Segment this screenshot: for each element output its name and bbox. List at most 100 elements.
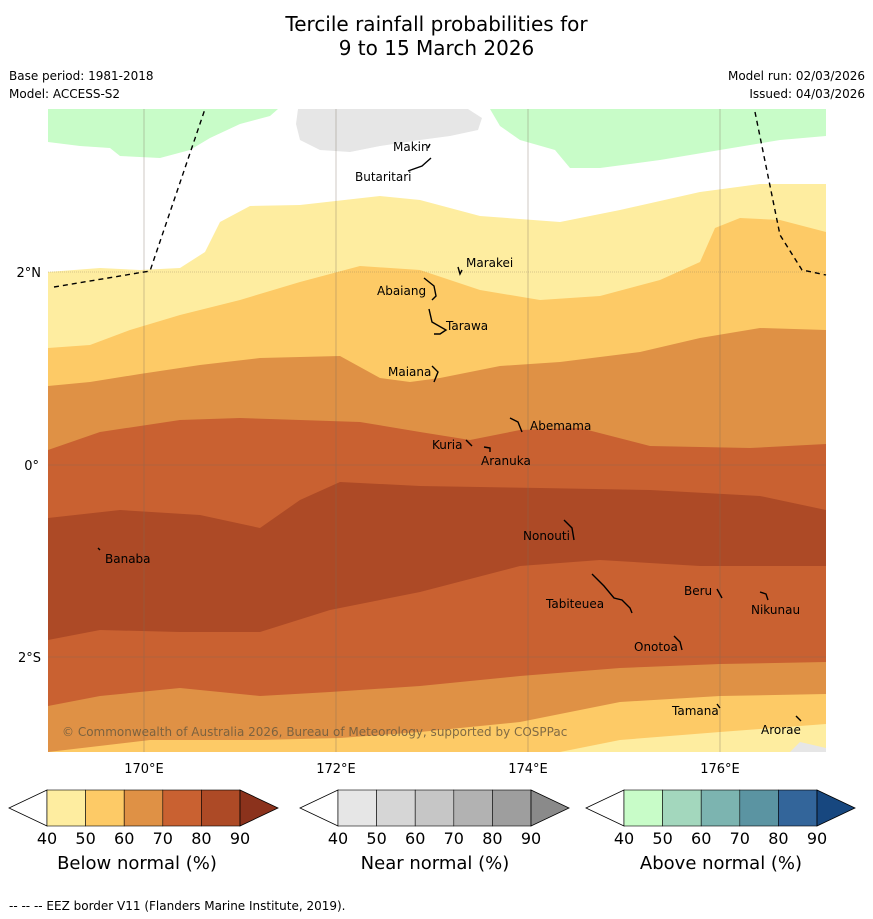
colorbar-near-segment [414, 789, 455, 827]
title-line-1: Tercile rainfall probabilities for [285, 12, 588, 36]
island-marakei [457, 266, 463, 276]
place-labels: Makin Butaritari Marakei Abaiang Tarawa … [105, 140, 801, 737]
colorbar-near-segment [492, 789, 532, 827]
label-maiana: Maiana [388, 365, 431, 379]
colorbar-above-tick: 50 [652, 829, 672, 848]
label-abemama: Abemama [530, 419, 591, 433]
colorbar-below-tick: 70 [153, 829, 173, 848]
label-arorae: Arorae [761, 723, 801, 737]
colorbar-near-tick: 50 [366, 829, 386, 848]
island-nonouti [563, 519, 575, 541]
colorbar-below-segment [162, 789, 202, 827]
colorbar-near-tick: 70 [444, 829, 464, 848]
colorbar-above-tick: 70 [730, 829, 750, 848]
label-tamana: Tamana [671, 704, 719, 718]
island-banaba [97, 547, 101, 551]
eez-border-west [53, 108, 206, 288]
meta-right: Model run: 02/03/2026 Issued: 04/03/2026 [728, 67, 865, 103]
colorbar-near-segment [337, 789, 377, 827]
colorbar-below-segment [46, 789, 86, 827]
island-maiana [431, 365, 439, 383]
gridlines [48, 109, 826, 752]
colorbar-above-tick: 40 [614, 829, 634, 848]
island-beru [716, 588, 723, 599]
island-tarawa [428, 308, 448, 335]
lat-label-equator: 0° [24, 459, 39, 474]
label-abaiang: Abaiang [377, 284, 426, 298]
copyright-notice: © Commonwealth of Australia 2026, Bureau… [62, 725, 567, 739]
lat-label-2S: 2°S [18, 651, 41, 666]
probability-field [48, 109, 826, 752]
island-kuria [465, 439, 473, 447]
island-butaritari [407, 157, 432, 172]
colorbar-near-high-extend [530, 789, 570, 827]
colorbar-above-tick: 80 [768, 829, 788, 848]
label-tabiteuea: Tabiteuea [545, 597, 604, 611]
lat-label-2N: 2°N [17, 266, 42, 281]
label-aranuka: Aranuka [481, 454, 531, 468]
colorbar-above-segment [700, 789, 741, 827]
label-nonouti: Nonouti [523, 529, 570, 543]
island-tamana [716, 703, 721, 709]
above-normal-patch-nw [48, 109, 278, 158]
eez-border [53, 108, 827, 288]
island-abemama [509, 417, 523, 433]
colorbar-above-segment [778, 789, 818, 827]
model-run: Model run: 02/03/2026 [727, 69, 865, 83]
colorbar-near-segment [453, 789, 493, 827]
island-onotoa [673, 635, 683, 651]
label-butaritari: Butaritari [355, 170, 412, 184]
label-banaba: Banaba [105, 552, 151, 566]
base-period: Base period: 1981-2018 [9, 69, 154, 83]
colorbar-label-near: Near normal (%) [360, 853, 510, 874]
colorbar-above-tick: 60 [691, 829, 711, 848]
colorbars: 40 50 60 70 80 90 40 50 60 70 80 90 40 50 60 70 80 90 [8, 789, 856, 848]
longitude-labels: 170°E 172°E 174°E 176°E [124, 762, 740, 777]
colorbar-near-tick: 60 [405, 829, 425, 848]
colorbar-above-tick: 90 [807, 829, 827, 848]
colorbar-below-segment [85, 789, 125, 827]
label-beru: Beru [684, 584, 712, 598]
issued-date: Issued: 04/03/2026 [749, 87, 865, 101]
colorbar-below-tick: 80 [191, 829, 211, 848]
near-normal-patch-se [790, 742, 826, 752]
meta-left: Base period: 1981-2018 Model: ACCESS-S2 [9, 67, 154, 103]
colorbar-label-above: Above normal (%) [639, 853, 803, 874]
island-makin [427, 143, 431, 149]
lon-label-174E: 174°E [508, 762, 548, 777]
label-nikunau: Nikunau [751, 603, 800, 617]
colorbar-below-tick: 50 [75, 829, 95, 848]
colorbar-near-segment [376, 789, 416, 827]
colorbar-near-tick: 90 [521, 829, 541, 848]
colorbar-below-tick: 40 [37, 829, 57, 848]
title-line-2: 9 to 15 March 2026 [338, 36, 535, 60]
colorbar-below-segment [201, 789, 241, 827]
colorbar-below-tick: 90 [230, 829, 250, 848]
latitude-labels: 2°N 0° 2°S [17, 266, 42, 666]
colorbar-label-below: Below normal (%) [57, 853, 217, 874]
island-arorae [795, 715, 802, 722]
colorbar-above-high-extend [816, 789, 856, 827]
lon-label-170E: 170°E [124, 762, 164, 777]
band-40-50-south [560, 724, 826, 752]
label-tarawa: Tarawa [445, 319, 488, 333]
near-normal-patch [296, 109, 482, 152]
islands [97, 143, 802, 722]
label-makin: Makin [393, 140, 429, 154]
band-50-60-south [48, 694, 826, 752]
label-marakei: Marakei [466, 256, 513, 270]
colorbar-below-tick: 60 [114, 829, 134, 848]
above-normal-patch-ne [490, 109, 826, 168]
colorbar-below-high-extend [239, 789, 279, 827]
colorbar-near-low-extend [299, 789, 339, 827]
colorbar-near-tick: 80 [482, 829, 502, 848]
colorbar-below-low-extend [8, 789, 48, 827]
eez-legend-note: -- -- -- EEZ border V11 (Flanders Marine… [9, 899, 346, 913]
island-tabiteuea [591, 573, 633, 614]
eez-border-east [754, 111, 827, 276]
colorbar-above-segment [623, 789, 663, 827]
label-onotoa: Onotoa [634, 640, 678, 654]
island-aranuka [483, 446, 491, 452]
lon-label-172E: 172°E [316, 762, 356, 777]
